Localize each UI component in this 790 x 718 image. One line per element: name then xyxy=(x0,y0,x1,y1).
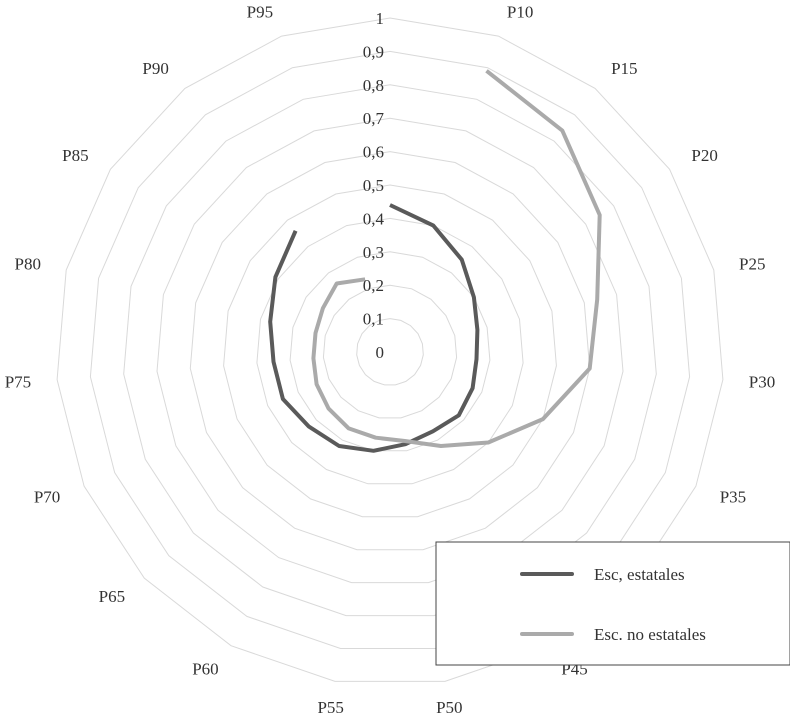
radial-tick-label: 0,7 xyxy=(363,109,385,128)
legend-label-no-estatales: Esc. no estatales xyxy=(594,625,706,644)
radial-tick-label: 0,6 xyxy=(363,143,384,162)
legend-box xyxy=(435,541,790,666)
category-label: P50 xyxy=(436,698,462,717)
radial-tick-label: 0,1 xyxy=(363,310,384,329)
radial-tick-label: 0,8 xyxy=(363,76,384,95)
category-label: P55 xyxy=(317,698,343,717)
category-label: P25 xyxy=(739,255,765,274)
grid-ring xyxy=(189,151,591,551)
radial-tick-label: 0,9 xyxy=(363,42,384,61)
category-label: P95 xyxy=(247,3,273,22)
radar-series xyxy=(268,69,602,453)
radial-tick-label: 0,2 xyxy=(363,276,384,295)
radial-tick-label: 0,3 xyxy=(363,243,384,262)
category-label: P35 xyxy=(720,488,746,507)
radial-tick-label: 1 xyxy=(376,9,385,28)
grid-ring xyxy=(156,117,624,584)
grid-ring xyxy=(356,318,424,386)
category-label: P20 xyxy=(691,146,717,165)
category-label: P65 xyxy=(99,587,125,606)
category-label: P80 xyxy=(15,255,41,274)
category-label: P70 xyxy=(34,488,60,507)
radial-tick-label: 0 xyxy=(376,343,385,362)
category-label: P15 xyxy=(611,59,637,78)
grid-ring xyxy=(289,251,491,452)
category-label: P5 xyxy=(381,0,399,2)
grid-ring xyxy=(322,284,458,419)
category-label: P85 xyxy=(62,146,88,165)
legend-label-estatales: Esc, estatales xyxy=(594,565,685,584)
series-line-estatales xyxy=(268,203,480,453)
category-label: P30 xyxy=(749,373,775,392)
grid-ring xyxy=(223,184,557,518)
radial-tick-label: 0,5 xyxy=(363,176,384,195)
radial-tick-labels: 0 0,1 0,2 0,3 0,4 0,5 0,6 0,7 0,8 0,9 1 xyxy=(363,9,385,362)
category-label: P90 xyxy=(142,59,168,78)
grid-ring xyxy=(89,50,691,649)
radial-tick-label: 0,4 xyxy=(363,209,385,228)
legend: Esc, estatales Esc. no estatales xyxy=(435,541,790,666)
category-label: P60 xyxy=(192,660,218,679)
grid-ring xyxy=(123,84,657,617)
category-label: P75 xyxy=(5,373,31,392)
category-label: P10 xyxy=(507,3,533,22)
grid-ring xyxy=(56,17,724,682)
series-line-no-estatales xyxy=(311,69,602,448)
